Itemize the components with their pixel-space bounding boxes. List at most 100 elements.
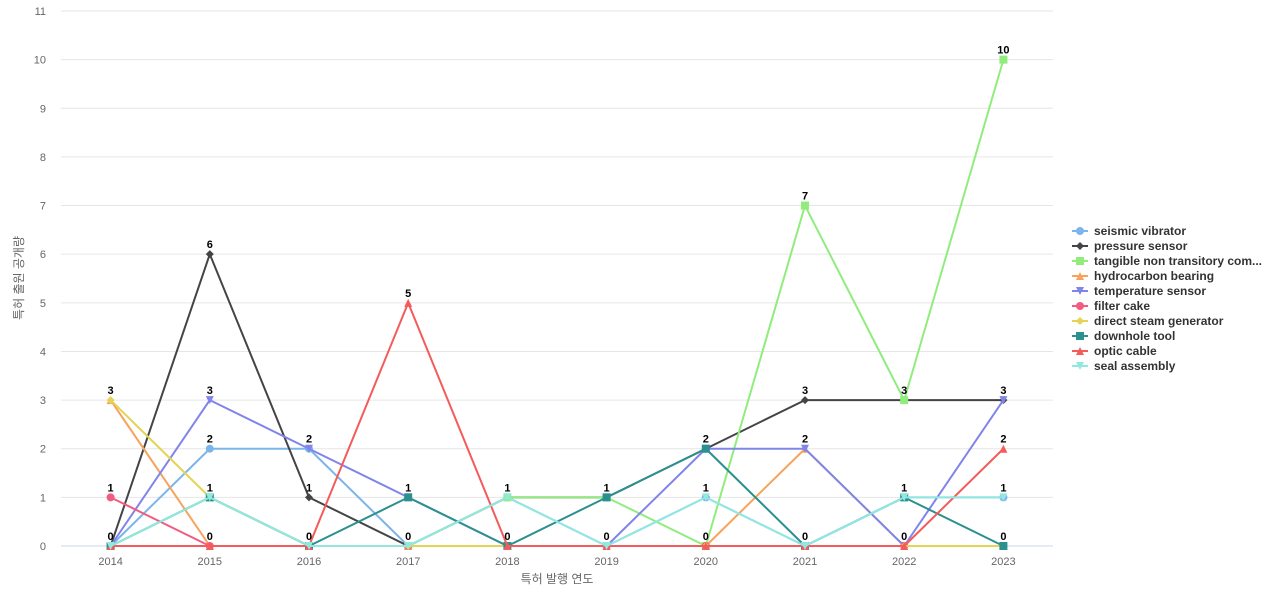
x-tick-label: 2023 bbox=[991, 556, 1015, 568]
legend-item-seismic-vibrator: seismic vibrator bbox=[1072, 224, 1186, 238]
y-tick-label: 6 bbox=[40, 249, 46, 261]
data-label: 2 bbox=[802, 434, 808, 446]
data-label: 0 bbox=[504, 531, 510, 543]
data-point bbox=[701, 493, 710, 502]
data-label: 0 bbox=[207, 531, 213, 543]
y-tick-label: 4 bbox=[40, 346, 46, 358]
x-tick-label: 2017 bbox=[396, 556, 420, 568]
y-axis-ticks: 0 1 2 3 4 5 6 7 8 9 10 11 bbox=[34, 6, 46, 553]
legend-label: filter cake bbox=[1094, 299, 1150, 313]
legend-item-temperature-sensor: temperature sensor bbox=[1072, 284, 1206, 298]
data-label: 3 bbox=[901, 385, 907, 397]
data-label: 1 bbox=[405, 482, 411, 494]
series-line bbox=[110, 301, 1005, 547]
data-label: 0 bbox=[306, 531, 312, 543]
data-label: 0 bbox=[703, 531, 709, 543]
legend-label: seal assembly bbox=[1094, 359, 1176, 373]
y-tick-label: 8 bbox=[40, 152, 46, 164]
series-hydrocarbon-bearing bbox=[106, 396, 1008, 550]
y-tick-label: 10 bbox=[34, 55, 46, 67]
data-point bbox=[900, 396, 909, 405]
series-direct-steam-generator bbox=[106, 396, 1008, 550]
y-axis-title: 특허 출원 공개량 bbox=[12, 236, 26, 320]
data-point bbox=[999, 55, 1008, 64]
legend-marker-icon bbox=[1076, 257, 1084, 265]
data-point bbox=[305, 493, 313, 502]
data-label: 2 bbox=[306, 434, 312, 446]
data-point bbox=[205, 493, 214, 502]
data-point bbox=[404, 298, 413, 307]
data-label: 3 bbox=[1000, 385, 1006, 397]
data-label: 5 bbox=[405, 288, 411, 300]
x-tick-label: 2015 bbox=[198, 556, 222, 568]
legend-label: temperature sensor bbox=[1094, 284, 1206, 298]
legend-marker-icon bbox=[1076, 347, 1084, 355]
legend-item-hydrocarbon-bearing: hydrocarbon bearing bbox=[1072, 269, 1214, 283]
data-point bbox=[205, 250, 214, 259]
data-point bbox=[801, 201, 809, 210]
data-label: 3 bbox=[108, 385, 114, 397]
data-label: 0 bbox=[802, 531, 808, 543]
legend-marker-icon bbox=[1076, 272, 1084, 280]
data-label: 1 bbox=[504, 482, 510, 494]
data-point bbox=[205, 396, 214, 405]
data-point bbox=[999, 444, 1008, 453]
legend-item-pressure-sensor: pressure sensor bbox=[1072, 239, 1188, 253]
x-tick-label: 2022 bbox=[892, 556, 916, 568]
data-point bbox=[305, 444, 313, 453]
series-line bbox=[110, 496, 1004, 547]
legend-label: hydrocarbon bearing bbox=[1094, 269, 1214, 283]
data-point bbox=[999, 396, 1008, 405]
x-axis-title: 특허 발행 연도 bbox=[521, 571, 594, 586]
data-label: 1 bbox=[306, 482, 312, 494]
legend-marker-icon bbox=[1076, 317, 1084, 325]
data-point bbox=[404, 542, 413, 550]
legend-marker-icon bbox=[1076, 227, 1084, 235]
y-tick-label: 7 bbox=[40, 201, 46, 213]
data-point bbox=[106, 542, 115, 550]
y-tick-label: 2 bbox=[40, 444, 46, 456]
data-label: 6 bbox=[207, 239, 213, 251]
data-label: 1 bbox=[703, 482, 709, 494]
legend-item-direct-steam-generator: direct steam generator bbox=[1072, 314, 1224, 328]
series-temperature-sensor bbox=[106, 396, 1008, 550]
data-label: 3 bbox=[802, 385, 808, 397]
series-line bbox=[109, 399, 1004, 547]
x-tick-label: 2016 bbox=[297, 556, 321, 568]
data-label: 1 bbox=[604, 482, 610, 494]
legend-marker-icon bbox=[1076, 302, 1084, 310]
legend-label: downhole tool bbox=[1094, 329, 1175, 343]
x-tick-label: 2018 bbox=[495, 556, 519, 568]
data-point bbox=[305, 542, 313, 550]
series-line bbox=[109, 399, 1004, 547]
y-tick-label: 3 bbox=[40, 395, 46, 407]
legend-marker-icon bbox=[1076, 332, 1084, 340]
data-label: 0 bbox=[405, 531, 411, 543]
legend-label: direct steam generator bbox=[1094, 314, 1224, 328]
legend-item-seal-assembly: seal assembly bbox=[1072, 359, 1176, 373]
data-label: 3 bbox=[207, 385, 213, 397]
data-label: 1 bbox=[207, 482, 213, 494]
data-point bbox=[205, 444, 214, 453]
series-line bbox=[109, 399, 1005, 547]
data-point bbox=[999, 542, 1008, 550]
data-point bbox=[503, 493, 512, 502]
data-label: 2 bbox=[207, 434, 213, 446]
data-point bbox=[701, 444, 710, 453]
y-tick-label: 0 bbox=[40, 541, 46, 553]
x-tick-label: 2020 bbox=[694, 556, 718, 568]
data-label: 2 bbox=[703, 434, 709, 446]
legend-marker-icon bbox=[1076, 362, 1084, 370]
legend-item-optic-cable: optic cable bbox=[1072, 344, 1157, 358]
y-tick-label: 11 bbox=[35, 6, 46, 18]
data-point bbox=[900, 493, 909, 502]
data-label: 10 bbox=[997, 45, 1009, 57]
legend-label: seismic vibrator bbox=[1094, 224, 1186, 238]
legend-marker-icon bbox=[1076, 242, 1084, 250]
y-tick-label: 1 bbox=[40, 492, 46, 504]
data-point bbox=[801, 396, 809, 405]
